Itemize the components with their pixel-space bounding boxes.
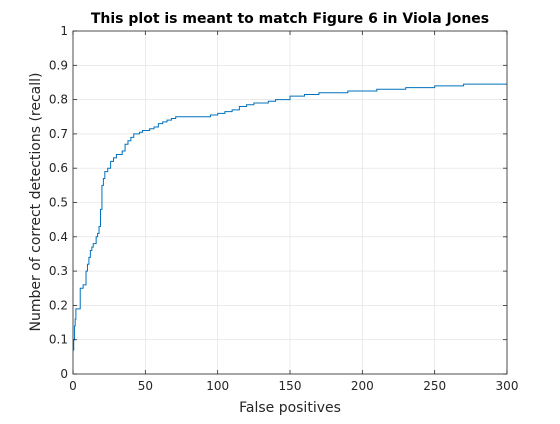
- x-tick-label: 300: [496, 379, 519, 393]
- y-tick-label: 0.3: [49, 264, 68, 278]
- x-tick-label: 200: [351, 379, 374, 393]
- y-tick-label: 0.8: [49, 93, 68, 107]
- series-layer: [73, 83, 507, 351]
- y-tick-label: 0.6: [49, 161, 68, 175]
- x-tick-label: 250: [423, 379, 446, 393]
- chart-title: This plot is meant to match Figure 6 in …: [91, 11, 489, 27]
- tick-marks: [72, 30, 508, 375]
- x-tick-label: 50: [138, 379, 153, 393]
- y-tick-label: 0.9: [49, 58, 68, 72]
- y-tick-label: 0.1: [49, 333, 68, 347]
- y-tick-label: 0: [60, 367, 68, 381]
- recall-series-line: [73, 83, 507, 351]
- y-tick-label: 0.5: [49, 196, 68, 210]
- tick-labels: 0 50 100 150 200 250 300 0 0.1 0.2 0.3 0.4 0.5 0.6 0.7…: [49, 24, 519, 393]
- y-tick-label: 0.7: [49, 127, 68, 141]
- x-tick-label: 0: [69, 379, 77, 393]
- x-axis-label: False positives: [239, 400, 341, 416]
- x-tick-label: 100: [206, 379, 229, 393]
- y-tick-label: 0.4: [49, 230, 68, 244]
- y-axis-label: Number of correct detections (recall): [28, 72, 44, 331]
- y-tick-label: 0.2: [49, 298, 68, 312]
- y-tick-label: 1: [60, 24, 68, 38]
- x-tick-label: 150: [279, 379, 302, 393]
